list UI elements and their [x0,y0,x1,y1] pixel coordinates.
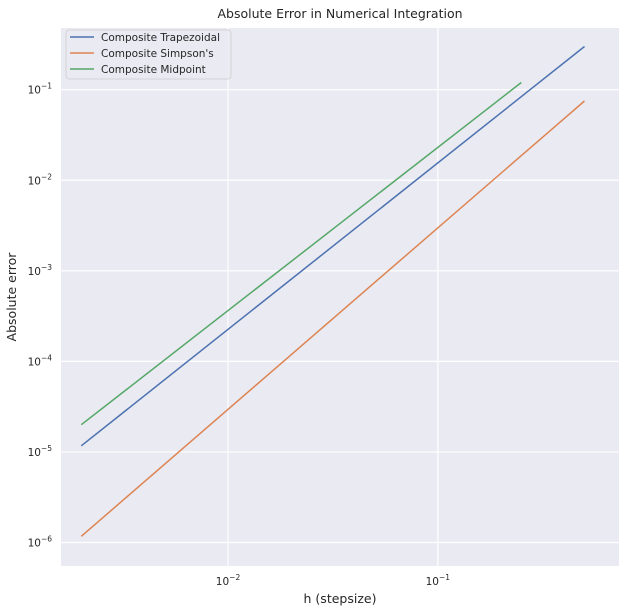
x-tick-label: 10−2 [216,573,241,588]
grid [61,28,619,566]
series-line-2 [80,100,585,537]
series-lines [80,45,585,537]
y-tick-label: 10−2 [28,172,53,187]
legend: Composite Trapezoidal Composite Simpson's… [65,29,232,80]
chart-title: Absolute Error in Numerical Integration [217,6,462,21]
y-tick-label: 10−6 [28,534,53,549]
y-tick-label: 10−3 [28,263,53,278]
y-tick-label: 10−1 [28,82,53,97]
legend-label-3: Composite Midpoint [101,64,206,76]
legend-label-1: Composite Trapezoidal [101,32,220,44]
y-axis-label: Absolute error [4,252,19,342]
y-tick-label: 10−5 [28,444,53,459]
x-tick-labels: 10−2 10−1 [216,573,450,588]
series-line-1 [80,45,585,447]
legend-box [65,29,232,80]
legend-label-2: Composite Simpson's [101,48,214,60]
x-tick-label: 10−1 [426,573,451,588]
y-tick-label: 10−4 [28,353,53,368]
plot-area [61,28,619,566]
x-axis-label: h (stepsize) [304,591,377,606]
y-tick-labels: 10−6 10−5 10−4 10−3 10−2 10−1 [28,82,53,550]
series-line-3 [80,81,522,426]
